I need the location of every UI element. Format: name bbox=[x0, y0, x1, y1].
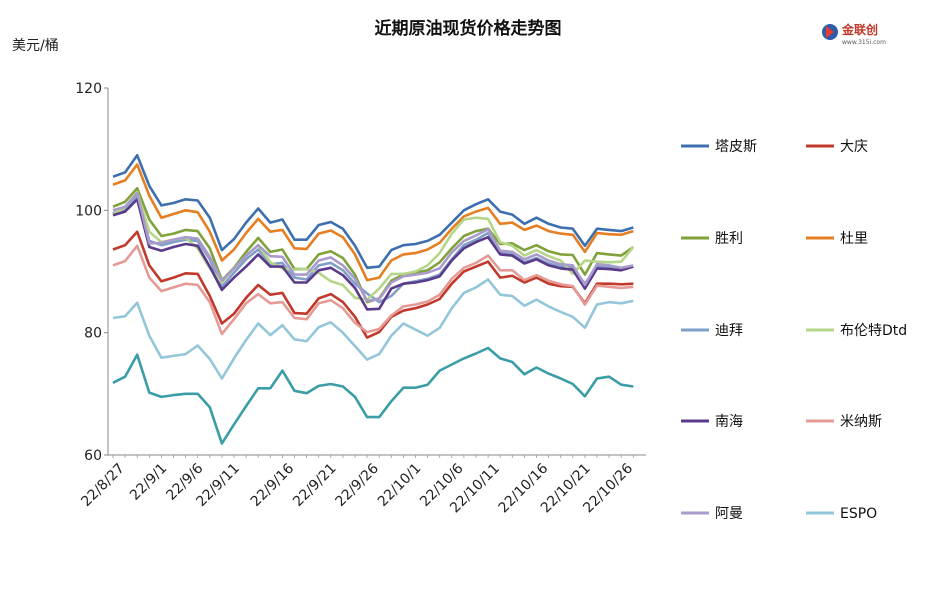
legend-label: 杜里 bbox=[840, 231, 868, 247]
series-line-7 bbox=[112, 198, 634, 311]
series-line-2 bbox=[112, 230, 634, 339]
x-tick-label: 22/9/16 bbox=[248, 460, 298, 510]
series-line-10 bbox=[112, 278, 634, 380]
y-tick-label: 100 bbox=[75, 203, 102, 219]
x-tick-label: 22/9/1 bbox=[127, 461, 170, 504]
x-tick-label: 22/10/1 bbox=[375, 461, 424, 510]
series-lines bbox=[112, 154, 635, 445]
legend-label: 迪拜 bbox=[715, 323, 743, 339]
series-line-9 bbox=[112, 191, 634, 303]
legend-label: 塔皮斯 bbox=[715, 139, 757, 155]
series-line-4 bbox=[112, 163, 634, 282]
logo-mark-icon: 金联创 www.315i.com bbox=[822, 22, 886, 46]
legend-label: 南海 bbox=[715, 414, 743, 430]
legend-label: 阿曼 bbox=[715, 506, 743, 522]
y-tick-label: 60 bbox=[84, 448, 102, 464]
legend-label: 米纳斯 bbox=[840, 414, 882, 430]
logo-url: www.315i.com bbox=[842, 39, 886, 46]
legend-label: 大庆 bbox=[840, 139, 868, 155]
axes bbox=[104, 87, 646, 458]
legend-label: 胜利 bbox=[715, 231, 743, 247]
x-tick-label: 22/9/26 bbox=[332, 460, 382, 510]
series-line-1 bbox=[112, 154, 634, 270]
y-axis-unit: 美元/桶 bbox=[12, 38, 59, 54]
company-logo: 金联创 www.315i.com bbox=[820, 18, 900, 48]
legend-label: 布伦特Dtd bbox=[840, 323, 907, 339]
chart-title: 近期原油现货价格走势图 bbox=[375, 18, 562, 39]
x-tick-label: 22/8/27 bbox=[78, 461, 127, 510]
x-tick-label: 22/9/21 bbox=[290, 461, 339, 510]
y-tick-label: 120 bbox=[75, 81, 102, 97]
y-tick-label: 80 bbox=[84, 326, 102, 342]
series-line-11 bbox=[112, 346, 634, 445]
logo-text: 金联创 bbox=[841, 22, 878, 37]
series-line-8 bbox=[112, 244, 634, 336]
x-tick-labels: 22/8/27 22/9/122/9/622/9/11 22/9/1622/9/21… bbox=[78, 460, 636, 516]
y-tick-labels: 60 80 100 120 bbox=[75, 81, 102, 464]
legend-label: ESPO bbox=[840, 506, 877, 522]
series-line-5 bbox=[112, 193, 634, 304]
